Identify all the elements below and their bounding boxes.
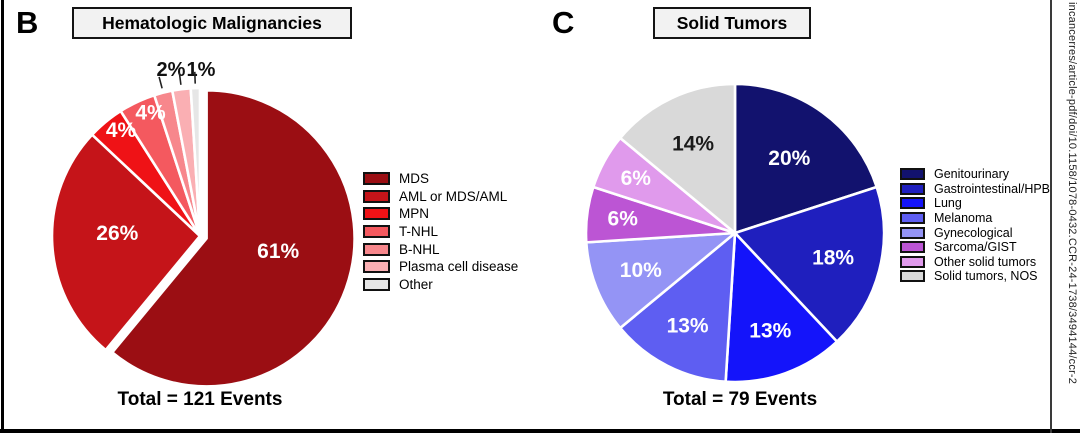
legend-swatch: [363, 172, 390, 186]
legend-label: B-NHL: [399, 241, 440, 257]
slice-percentage-label: 13%: [749, 320, 791, 343]
figure-bottom-border: [0, 429, 1080, 433]
legend-swatch: [900, 168, 925, 181]
panel-title-box-solid-tumors: Solid Tumors: [653, 7, 811, 39]
legend-label: Melanoma: [934, 211, 993, 226]
legend-item: Lung: [900, 196, 1050, 211]
legend-item: Melanoma: [900, 211, 1050, 226]
slice-percentage-label: 18%: [812, 247, 854, 270]
pie-slice-other: [189, 86, 202, 238]
legend-swatch: [900, 226, 925, 239]
slice-percentage-label: 4%: [106, 119, 137, 142]
callout-leader-line: [178, 72, 182, 85]
total-events-label-solid-tumors: Total = 79 Events: [662, 389, 818, 410]
pie-slice-aml-or-mds-aml: [50, 133, 202, 352]
legend-swatch: [363, 207, 390, 221]
legend-label: MPN: [399, 206, 429, 222]
legend-item: Sarcoma/GIST: [900, 240, 1050, 255]
legend-label: Gynecological: [934, 225, 1013, 240]
legend-label: T-NHL: [399, 224, 439, 240]
figure-left-border: [1, 0, 4, 433]
legend-swatch: [900, 270, 925, 283]
legend-label: Other solid tumors: [934, 254, 1037, 269]
legend-swatch: [363, 277, 390, 291]
pie-chart-hematologic: 61% 26% 4%4% 2% 1%: [50, 59, 356, 388]
legend-swatch: [363, 260, 390, 274]
legend-label: Solid tumors, NOS: [934, 269, 1038, 284]
legend-label: MDS: [399, 171, 429, 187]
legend-swatch: [363, 242, 390, 256]
legend-label: Genitourinary: [934, 167, 1010, 182]
legend-swatch: [363, 189, 390, 203]
pie-slice-genitourinary: [733, 82, 879, 235]
legend-label: Gastrointestinal/HPB: [934, 181, 1051, 196]
legend-swatch: [900, 255, 925, 268]
legend-swatch: [900, 212, 925, 225]
legend-item: AML or MDS/AML: [363, 188, 518, 206]
legend-swatch: [900, 182, 925, 195]
legend-solid-tumors: Genitourinary Gastrointestinal/HPB Lung Mel…: [900, 167, 1050, 284]
legend-item: MPN: [363, 205, 518, 223]
legend-item: T-NHL: [363, 223, 518, 241]
pie-slice-mds: [110, 89, 356, 388]
slice-percentage-label: 4%: [135, 102, 166, 125]
pie-slice-gastrointestinal-hpb: [733, 185, 886, 343]
page-right-rule: [1050, 0, 1052, 433]
callout-leader-line: [158, 76, 163, 89]
slice-percentage-label: 26%: [96, 222, 138, 245]
legend-swatch: [900, 197, 925, 210]
legend-hematologic: MDS AML or MDS/AML MPN T-NHL B-NHL Plasma cel…: [363, 170, 518, 293]
legend-label: Lung: [934, 196, 962, 211]
legend-item: Other: [363, 276, 518, 294]
legend-item: Other solid tumors: [900, 255, 1050, 270]
pie-chart-solid-tumors: 20% 18% 13% 13% 10% 6% 6% 14%: [584, 82, 886, 384]
legend-swatch: [900, 241, 925, 254]
legend-item: MDS: [363, 170, 518, 188]
legend-label: Other: [399, 276, 433, 292]
panel-letter-c: C: [552, 5, 575, 40]
pie-slice-solid-tumors-nos: [618, 82, 737, 235]
legend-label: AML or MDS/AML: [399, 188, 508, 204]
pie-slice-melanoma: [618, 231, 737, 384]
slice-percentage-label: 14%: [672, 133, 714, 156]
slice-percentage-label: 6%: [608, 207, 639, 230]
panel-title-hematologic: Hematologic Malignancies: [102, 12, 322, 33]
legend-item: B-NHL: [363, 240, 518, 258]
callout-percentage-label: 2%: [157, 59, 186, 81]
pie-slice-gynecological: [584, 231, 737, 330]
panel-title-solid-tumors: Solid Tumors: [676, 12, 788, 33]
panel-title-box-hematologic: Hematologic Malignancies: [72, 7, 352, 39]
total-events-label-hematologic: Total = 121 Events: [117, 389, 283, 410]
slice-percentage-label: 13%: [667, 314, 709, 337]
legend-swatch: [363, 225, 390, 239]
legend-item: Gynecological: [900, 225, 1050, 240]
legend-item: Solid tumors, NOS: [900, 269, 1050, 284]
callout-percentage-label: 1%: [187, 59, 216, 81]
legend-item: Gastrointestinal/HPB: [900, 182, 1050, 197]
watermark-text: incancerres/article-pdf/doi/10.1158/1078…: [1066, 2, 1078, 385]
slice-percentage-label: 10%: [620, 259, 662, 282]
pie-slice-lung: [724, 231, 839, 384]
panel-letter-b: B: [16, 5, 39, 40]
slice-percentage-label: 6%: [621, 167, 652, 190]
legend-label: Plasma cell disease: [399, 259, 519, 275]
legend-label: Sarcoma/GIST: [934, 240, 1017, 255]
legend-item: Genitourinary: [900, 167, 1050, 182]
legend-item: Plasma cell disease: [363, 258, 518, 276]
slice-percentage-label: 61%: [257, 240, 299, 263]
slice-percentage-label: 20%: [768, 147, 810, 170]
